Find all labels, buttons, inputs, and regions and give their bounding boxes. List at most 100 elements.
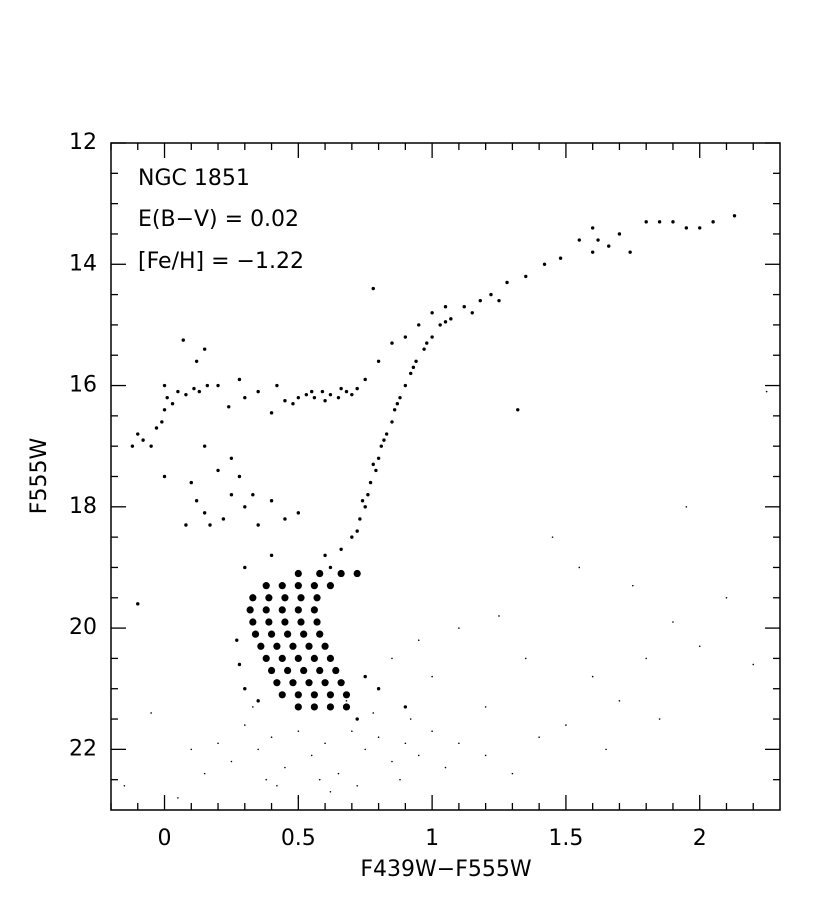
star-point — [342, 703, 351, 711]
star-point — [262, 654, 270, 663]
star-point — [618, 700, 621, 702]
star-point — [281, 594, 289, 602]
star-point — [296, 395, 301, 400]
star-point — [326, 582, 335, 590]
star-point — [243, 687, 247, 691]
star-point — [265, 778, 268, 781]
star-point — [251, 492, 255, 497]
star-point — [578, 566, 581, 569]
star-point — [364, 748, 367, 751]
star-point — [336, 395, 341, 400]
star-point — [160, 420, 164, 424]
star-point — [326, 654, 335, 663]
star-point — [645, 657, 647, 660]
star-point — [321, 679, 329, 687]
star-point — [221, 517, 226, 521]
star-point — [765, 390, 768, 393]
star-point — [478, 298, 482, 303]
star-point — [265, 618, 273, 626]
star-point — [339, 386, 343, 391]
star-point — [324, 742, 326, 745]
star-point — [379, 444, 383, 448]
star-point — [391, 657, 393, 660]
star-point — [316, 630, 324, 638]
star-point — [511, 772, 514, 775]
star-point — [276, 784, 278, 787]
star-point — [337, 772, 340, 775]
star-point — [237, 474, 242, 479]
star-point — [310, 691, 318, 699]
star-point — [489, 292, 493, 297]
star-point — [294, 569, 302, 578]
star-point — [644, 220, 648, 224]
star-point — [208, 523, 212, 527]
star-point — [257, 748, 259, 751]
star-point — [698, 645, 701, 648]
star-point — [752, 663, 755, 666]
star-point — [251, 630, 260, 638]
star-point — [371, 462, 375, 467]
star-point — [342, 691, 351, 699]
star-point — [229, 492, 234, 497]
star-point — [350, 392, 354, 397]
star-point — [150, 712, 152, 714]
star-point — [162, 383, 167, 388]
star-point — [297, 594, 305, 602]
star-point — [310, 582, 318, 590]
star-point — [558, 256, 563, 260]
star-point — [449, 317, 453, 321]
star-point — [246, 606, 254, 614]
star-point — [170, 402, 175, 406]
star-point — [184, 392, 188, 397]
y-tick-label: 12 — [69, 130, 97, 155]
star-point — [237, 377, 242, 382]
star-point — [684, 226, 689, 230]
star-point — [414, 359, 418, 363]
star-point — [294, 691, 302, 699]
star-point — [284, 630, 292, 638]
star-point — [252, 706, 254, 708]
star-point — [345, 700, 348, 702]
star-point — [329, 791, 332, 793]
star-point — [310, 754, 313, 757]
star-point — [590, 226, 595, 230]
star-point — [237, 662, 242, 667]
star-point — [165, 395, 169, 400]
star-point — [377, 736, 380, 739]
star-point — [316, 666, 324, 675]
star-point — [698, 226, 702, 230]
x-tick-label: 1 — [425, 826, 439, 851]
star-point — [141, 438, 145, 442]
star-point — [297, 730, 300, 732]
star-point — [217, 742, 219, 745]
star-point — [443, 305, 448, 309]
annotation: E(B−V) = 0.02 — [138, 207, 299, 232]
star-point — [283, 517, 287, 521]
star-point — [194, 499, 199, 503]
star-point — [123, 784, 126, 787]
star-point — [403, 335, 408, 339]
star-point — [398, 395, 402, 400]
star-point — [305, 642, 313, 650]
star-point — [296, 511, 301, 515]
star-point — [310, 389, 314, 394]
star-point — [524, 274, 528, 279]
x-tick-label: 2 — [693, 826, 707, 851]
star-point — [374, 468, 378, 473]
star-point — [390, 341, 394, 345]
star-point — [194, 359, 199, 363]
star-point — [154, 426, 159, 430]
star-point — [355, 717, 359, 721]
star-point — [257, 642, 265, 650]
star-point — [350, 535, 354, 539]
star-point — [230, 760, 233, 763]
star-point — [304, 392, 309, 397]
star-point — [318, 778, 321, 781]
star-point — [384, 432, 389, 436]
star-point — [278, 691, 286, 699]
star-point — [632, 584, 634, 587]
star-point — [458, 627, 460, 629]
star-point — [323, 399, 327, 403]
star-point — [256, 523, 260, 527]
star-point — [425, 341, 429, 345]
